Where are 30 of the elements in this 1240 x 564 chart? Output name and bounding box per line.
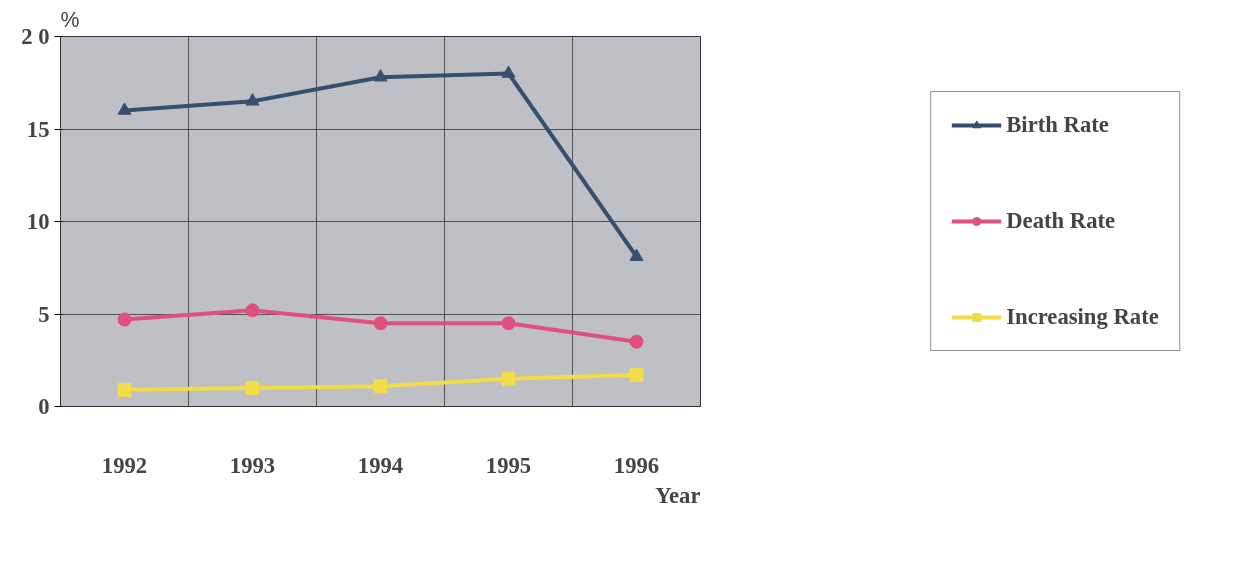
x-tick-label: 1994: [357, 452, 404, 478]
point: [373, 69, 388, 82]
y-tick-label: 15: [26, 116, 50, 142]
x-tick-label: 1993: [229, 452, 276, 478]
point: [629, 248, 644, 261]
y-axis-title: %: [60, 7, 80, 32]
point: [117, 312, 132, 327]
point: [629, 334, 644, 349]
point: [117, 382, 132, 397]
point: [373, 379, 388, 394]
point: [245, 381, 260, 395]
point: [245, 93, 260, 106]
legend-label: Death Rate: [1006, 208, 1116, 234]
legend-label: Birth Rate: [1006, 112, 1109, 138]
y-tick-label: 10: [26, 209, 50, 234]
y-tick-label: 5: [38, 301, 50, 327]
legend-label: Increasing Rate: [1006, 304, 1159, 330]
point: [117, 102, 132, 115]
x-axis-title: Year: [655, 482, 701, 508]
x-tick-label: 1996: [613, 452, 660, 478]
point: [245, 303, 260, 318]
point: [629, 368, 644, 383]
x-tick-label: 1995: [485, 452, 532, 478]
y-tick-label: 2 0: [21, 24, 50, 49]
x-tick-label: 1992: [101, 452, 148, 478]
y-tick-label: 0: [38, 394, 50, 419]
point: [373, 316, 388, 331]
point: [501, 371, 516, 386]
point: [501, 316, 516, 331]
point: [501, 65, 516, 78]
